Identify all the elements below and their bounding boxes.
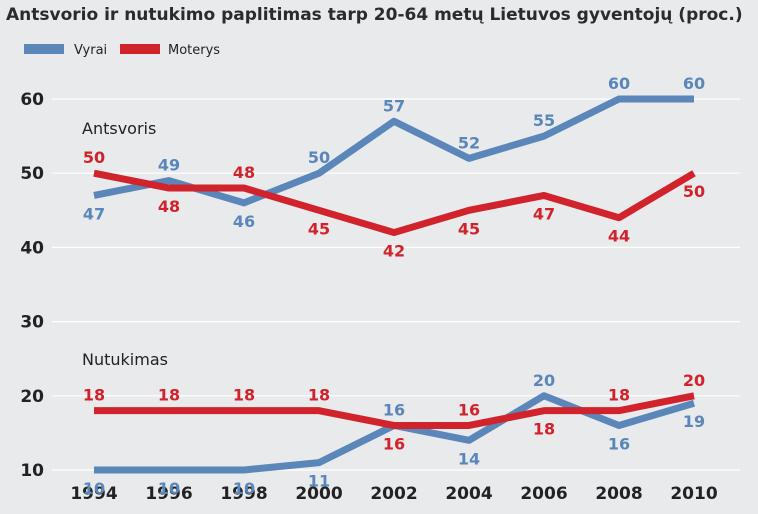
data-label-moterys: 45 [308, 219, 330, 238]
y-axis-ticks: 10 20 30 40 50 60 [20, 90, 44, 481]
data-labels: 47 49 46 50 57 52 55 60 60 50 48 48 45 42 45 47 44 50 10 10… [83, 74, 705, 498]
chart-title: Antsvorio ir nutukimo paplitimas tarp 20… [6, 5, 743, 25]
y-tick-label: 20 [20, 387, 44, 407]
data-label-moterys: 16 [458, 400, 480, 419]
data-label-moterys: 18 [83, 386, 105, 405]
data-label-moterys: 50 [83, 148, 105, 167]
x-tick-label: 2008 [595, 484, 642, 504]
data-label-moterys: 20 [683, 371, 705, 390]
data-label-moterys: 18 [233, 386, 255, 405]
data-label-moterys: 48 [233, 163, 255, 182]
data-label-vyrai: 49 [158, 156, 180, 175]
legend-swatch-vyrai [24, 44, 64, 54]
x-tick-label: 2002 [370, 484, 417, 504]
data-label-vyrai: 60 [608, 74, 630, 93]
x-tick-label: 2000 [295, 484, 342, 504]
x-tick-label: 1998 [220, 484, 267, 504]
x-tick-label: 1994 [70, 484, 117, 504]
data-label-vyrai: 57 [383, 96, 405, 115]
data-label-moterys: 45 [458, 219, 480, 238]
data-label-vyrai: 10 [158, 479, 180, 498]
data-label-vyrai: 14 [458, 449, 480, 468]
x-axis-ticks: 1994 1996 1998 2000 2002 2004 2006 2008 2010 [70, 484, 717, 504]
data-label-moterys: 44 [608, 227, 630, 246]
data-label-moterys: 18 [533, 420, 555, 439]
series-line-antsvoris-moterys [93, 169, 696, 237]
data-label-vyrai: 19 [683, 412, 705, 431]
data-label-vyrai: 55 [533, 111, 555, 130]
data-label-vyrai: 60 [683, 74, 705, 93]
data-label-vyrai: 47 [83, 204, 105, 223]
legend-swatch-moterys [120, 44, 160, 54]
y-tick-label: 30 [20, 313, 44, 333]
data-label-moterys: 18 [158, 386, 180, 405]
x-tick-label: 2004 [445, 484, 492, 504]
x-tick-label: 2010 [670, 484, 717, 504]
data-label-moterys: 18 [608, 386, 630, 405]
data-label-vyrai: 46 [233, 212, 255, 231]
legend-label-moterys: Moterys [168, 43, 220, 58]
data-label-vyrai: 10 [83, 479, 105, 498]
legend-label-vyrai: Vyrai [74, 43, 107, 58]
y-tick-label: 60 [20, 90, 44, 110]
data-label-vyrai: 10 [233, 479, 255, 498]
series-line-nutukimas-moterys [94, 392, 695, 429]
data-label-moterys: 16 [383, 434, 405, 453]
data-label-moterys: 48 [158, 197, 180, 216]
data-label-vyrai: 11 [308, 472, 330, 491]
data-label-vyrai: 52 [458, 133, 480, 152]
data-label-vyrai: 50 [308, 148, 330, 167]
x-tick-label: 1996 [145, 484, 192, 504]
data-label-moterys: 18 [308, 386, 330, 405]
x-tick-label: 2006 [520, 484, 567, 504]
y-tick-label: 40 [20, 238, 44, 258]
y-tick-label: 10 [20, 461, 44, 481]
section-label-nutukimas: Nutukimas [82, 350, 168, 369]
data-label-moterys: 47 [533, 204, 555, 223]
data-label-moterys: 42 [383, 242, 405, 261]
data-label-vyrai: 20 [533, 371, 555, 390]
data-label-moterys: 50 [683, 182, 705, 201]
section-label-antsvoris: Antsvoris [82, 119, 156, 138]
y-tick-label: 50 [20, 164, 44, 184]
series [93, 95, 696, 474]
data-label-vyrai: 16 [608, 434, 630, 453]
data-label-vyrai: 16 [383, 400, 405, 419]
legend: Vyrai Moterys [24, 43, 220, 58]
